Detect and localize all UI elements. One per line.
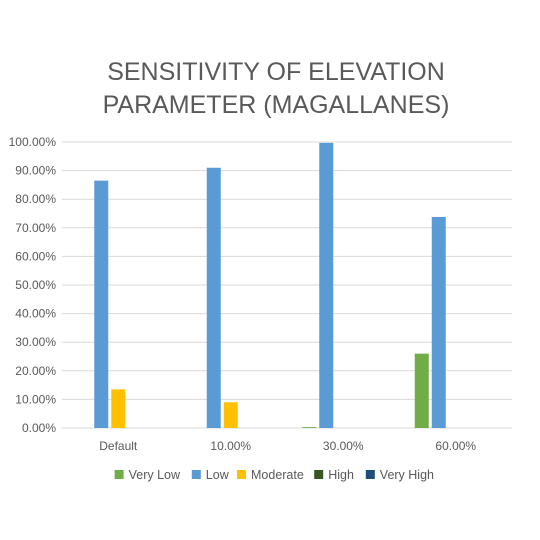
legend-item-very-low: Very Low xyxy=(114,468,181,482)
y-tick-label: 40.00% xyxy=(15,307,56,321)
bars xyxy=(94,142,446,429)
y-tick-label: 100.00% xyxy=(9,135,57,149)
y-tick-label: 90.00% xyxy=(15,164,56,178)
y-tick-label: 70.00% xyxy=(15,221,56,235)
bar-low-2 xyxy=(319,142,334,428)
legend-label: Low xyxy=(206,468,230,482)
legend-swatch xyxy=(237,470,246,479)
bar-moderate-1 xyxy=(223,402,238,428)
x-tick-label: 60.00% xyxy=(435,439,476,453)
legend: Very Low Low Moderate High Very High xyxy=(114,468,434,482)
legend-swatch xyxy=(114,470,124,479)
y-tick-label: 80.00% xyxy=(15,192,56,206)
y-tick-label: 10.00% xyxy=(15,392,56,406)
legend-item-low: Low xyxy=(191,468,230,482)
bar-low-3 xyxy=(431,216,446,428)
x-tick-label: 30.00% xyxy=(323,439,364,453)
legend-label: Moderate xyxy=(251,468,304,482)
x-tick-label: Default xyxy=(99,439,138,453)
y-tick-label: 50.00% xyxy=(15,278,56,292)
x-axis: Default 10.00% 30.00% 60.00% xyxy=(99,439,476,453)
legend-label: Very High xyxy=(380,468,434,482)
legend-swatch xyxy=(314,470,324,479)
legend-swatch xyxy=(191,470,201,479)
legend-label: High xyxy=(328,468,354,482)
bar-very-low-2 xyxy=(302,427,317,428)
legend-item-very-high: Very High xyxy=(365,468,434,482)
y-tick-label: 30.00% xyxy=(15,335,56,349)
chart-title-line-1: SENSITIVITY OF ELEVATION xyxy=(107,58,445,86)
legend-item-high: High xyxy=(314,468,354,482)
legend-item-moderate: Moderate xyxy=(237,468,304,482)
legend-label: Very Low xyxy=(129,468,181,482)
bar-moderate-0 xyxy=(111,389,126,428)
bar-very-low-3 xyxy=(414,353,429,428)
y-tick-label: 20.00% xyxy=(15,364,56,378)
y-axis: 0.00% 10.00% 20.00% 30.00% 40.00% 50.00% 60.00… xyxy=(9,135,57,435)
y-tick-label: 60.00% xyxy=(15,249,56,263)
x-tick-label: 10.00% xyxy=(210,439,251,453)
chart-title-line-2: PARAMETER (MAGALLANES) xyxy=(103,91,450,119)
y-tick-label: 0.00% xyxy=(22,421,56,435)
bar-low-1 xyxy=(206,167,221,429)
bar-low-0 xyxy=(94,180,109,428)
legend-swatch xyxy=(365,470,375,479)
gridlines xyxy=(62,141,512,429)
